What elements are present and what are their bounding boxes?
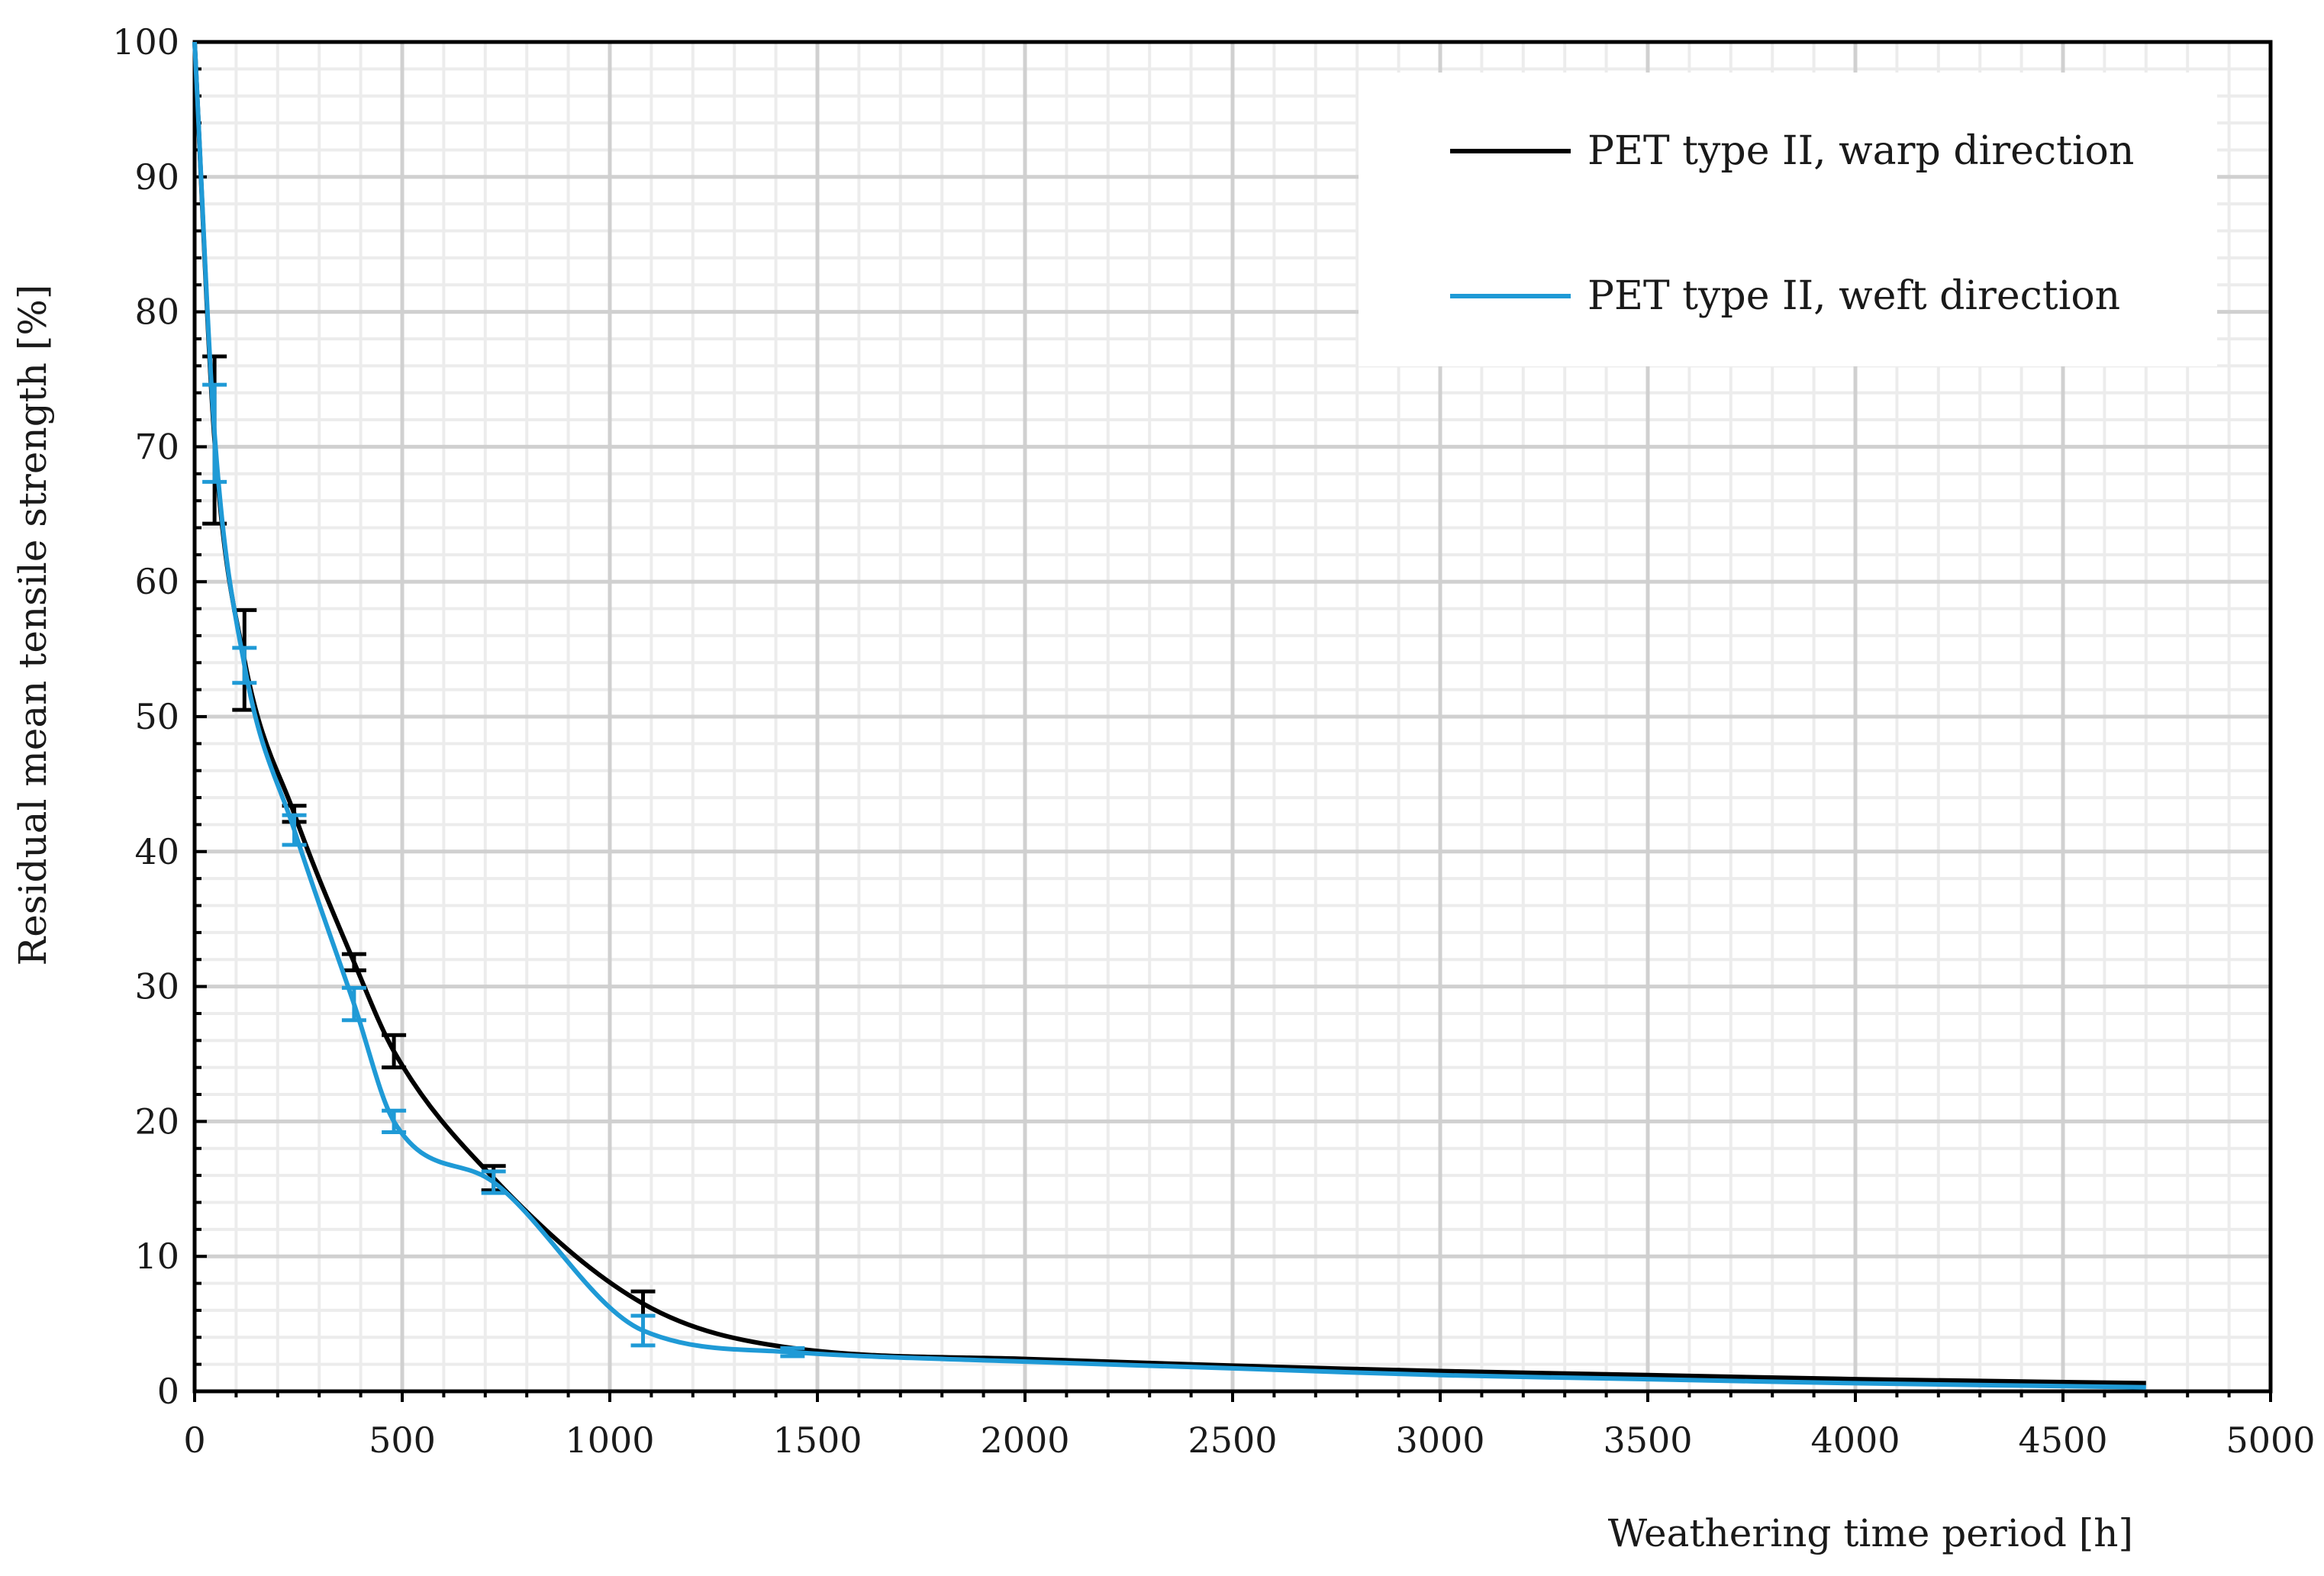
series-weft bbox=[192, 41, 2146, 1390]
y-tick-label: 50 bbox=[134, 696, 179, 737]
y-tick-label: 10 bbox=[134, 1236, 179, 1277]
y-tick-label: 70 bbox=[134, 426, 179, 467]
legend-background bbox=[1359, 73, 2217, 366]
x-axis-title: Weathering time period [h] bbox=[1608, 1511, 2133, 1555]
y-tick-label: 60 bbox=[134, 561, 179, 602]
x-tick-label: 2000 bbox=[980, 1420, 1069, 1461]
legend: PET type II, warp direction PET type II,… bbox=[1359, 73, 2217, 366]
x-tick-label: 0 bbox=[183, 1420, 205, 1461]
x-tick-label: 500 bbox=[369, 1420, 436, 1461]
y-axis-title: Residual mean tensile strength [%] bbox=[11, 285, 55, 966]
x-tick-label: 4500 bbox=[2018, 1420, 2107, 1461]
y-tick-label: 40 bbox=[134, 831, 179, 872]
data-series bbox=[192, 41, 2146, 1390]
grid-lines bbox=[192, 40, 2273, 1394]
x-tick-label: 3000 bbox=[1395, 1420, 1484, 1461]
x-tick-label: 1500 bbox=[772, 1420, 862, 1461]
x-axis-tick-labels: 0 500 1000 1500 2000 2500 3000 3500 4000 4500 5000 bbox=[183, 1420, 2315, 1461]
y-tick-label: 100 bbox=[112, 21, 179, 63]
y-axis-tick-labels: 0 10 20 30 40 50 60 70 80 90 100 bbox=[112, 21, 179, 1412]
x-tick-label: 1000 bbox=[565, 1420, 654, 1461]
y-tick-label: 30 bbox=[134, 966, 179, 1007]
y-tick-label: 80 bbox=[134, 292, 179, 333]
y-tick-label: 20 bbox=[134, 1101, 179, 1142]
legend-label-warp: PET type II, warp direction bbox=[1587, 128, 2134, 174]
x-tick-label: 3500 bbox=[1603, 1420, 1692, 1461]
x-tick-label: 4000 bbox=[1810, 1420, 1900, 1461]
y-tick-label: 90 bbox=[134, 156, 179, 198]
legend-label-weft: PET type II, weft direction bbox=[1587, 273, 2120, 319]
y-tick-label: 0 bbox=[157, 1371, 179, 1412]
axis-ticks bbox=[193, 40, 2272, 1402]
x-tick-label: 5000 bbox=[2226, 1420, 2315, 1461]
x-tick-label: 2500 bbox=[1188, 1420, 1277, 1461]
